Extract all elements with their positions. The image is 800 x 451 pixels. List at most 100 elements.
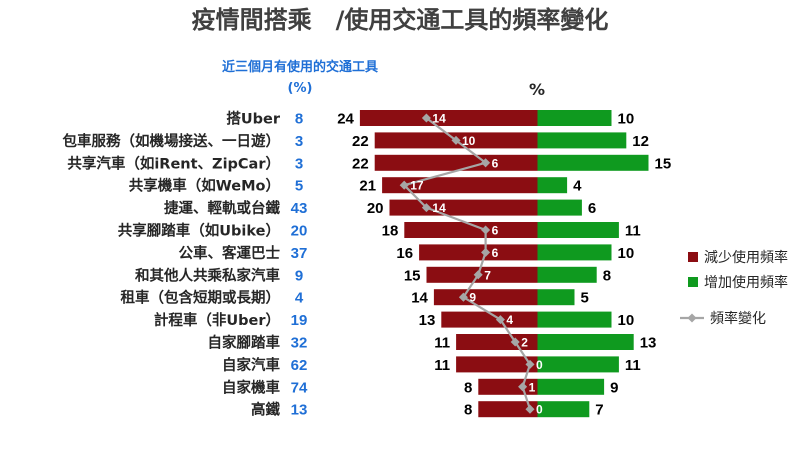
usage-value: 3 xyxy=(295,133,303,150)
chart-row: 包車服務（如機場接送、一日遊） 3 22 12 xyxy=(63,132,649,150)
usage-value: 62 xyxy=(291,357,308,374)
category-label: 共享汽車（如iRent、ZipCar） xyxy=(67,154,280,172)
bar-increase xyxy=(537,199,582,216)
change-value-label: 14 xyxy=(432,112,446,126)
bar-decrease xyxy=(456,356,538,373)
bar-increase xyxy=(537,266,597,283)
increase-value-label: 9 xyxy=(610,379,618,396)
bar-increase xyxy=(537,132,627,149)
usage-value: 74 xyxy=(291,379,308,396)
change-value-label: 2 xyxy=(521,336,528,350)
usage-value: 3 xyxy=(295,155,303,172)
chart-row: 自家腳踏車 32 11 13 xyxy=(208,334,657,352)
chart-row: 計程車（非Uber） 19 13 10 xyxy=(154,311,634,329)
bar-decrease xyxy=(478,401,538,418)
bar-decrease xyxy=(374,154,538,171)
change-series-line xyxy=(402,117,532,410)
decrease-value-label: 22 xyxy=(352,155,369,172)
usage-value: 19 xyxy=(291,312,308,329)
change-marker xyxy=(518,382,528,392)
increase-value-label: 11 xyxy=(625,357,641,374)
category-label: 計程車（非Uber） xyxy=(154,311,280,329)
legend-item: 頻率變化 xyxy=(680,310,766,327)
bar-increase xyxy=(537,177,568,194)
usage-value: 4 xyxy=(295,290,304,307)
legend-item: 減少使用頻率 xyxy=(688,249,788,266)
usage-value: 43 xyxy=(291,200,308,217)
usage-value: 8 xyxy=(295,111,303,128)
bar-decrease xyxy=(389,199,538,216)
usage-value: 32 xyxy=(291,335,308,352)
change-value-label: 0 xyxy=(536,358,543,372)
bar-decrease xyxy=(441,311,538,328)
usage-value: 20 xyxy=(291,223,308,240)
bar-decrease xyxy=(433,289,538,306)
decrease-value-label: 11 xyxy=(434,357,450,374)
chart-row: 共享腳踏車（如Ubike） 20 18 11 xyxy=(118,222,641,240)
bar-decrease xyxy=(419,244,538,261)
change-point: 0 xyxy=(525,358,543,372)
bar-increase xyxy=(537,401,590,418)
decrease-value-label: 24 xyxy=(337,111,354,128)
increase-value-label: 10 xyxy=(618,312,635,329)
chart-row: 租車（包含短期或長期） 4 14 5 xyxy=(121,289,589,307)
chart-row: 和其他人共乘私家汽車 9 15 8 xyxy=(135,266,611,284)
increase-value-label: 4 xyxy=(573,178,582,195)
category-label: 和其他人共乘私家汽車 xyxy=(135,266,280,284)
bar-increase xyxy=(537,222,619,238)
usage-value: 5 xyxy=(295,178,303,195)
category-label: 共享腳踏車（如Ubike） xyxy=(118,222,280,240)
change-point: 1 xyxy=(518,380,536,394)
change-value-label: 6 xyxy=(492,156,499,170)
legend-swatch xyxy=(688,277,698,287)
usage-value: 13 xyxy=(291,402,308,419)
bar-increase xyxy=(537,378,605,395)
change-value-label: 17 xyxy=(410,179,424,193)
change-point: 14 xyxy=(421,112,446,126)
change-value-label: 6 xyxy=(492,224,499,238)
usage-column-title: 近三個月有使用的交通工具 xyxy=(222,59,378,75)
increase-value-label: 6 xyxy=(588,200,596,217)
usage-value: 9 xyxy=(295,267,303,284)
legend-label: 增加使用頻率 xyxy=(704,274,788,291)
increase-value-label: 7 xyxy=(595,402,603,419)
bar-decrease xyxy=(404,222,538,238)
category-label: 高鐵 xyxy=(251,401,280,419)
bar-increase xyxy=(537,154,649,171)
bar-increase xyxy=(537,334,634,350)
increase-value-label: 12 xyxy=(632,133,649,150)
decrease-value-label: 16 xyxy=(396,245,413,262)
value-column-header: % xyxy=(529,80,545,99)
category-label: 自家腳踏車 xyxy=(208,334,281,352)
chart-row: 捷運、輕軌或台鐵 43 20 6 xyxy=(164,199,596,217)
legend-label: 頻率變化 xyxy=(710,310,766,327)
legend-item: 增加使用頻率 xyxy=(688,274,788,291)
legend-swatch xyxy=(688,252,698,262)
increase-value-label: 8 xyxy=(603,267,611,284)
change-point: 10 xyxy=(451,134,476,148)
category-label: 搭Uber xyxy=(226,110,280,128)
decrease-value-label: 22 xyxy=(352,133,369,150)
decrease-value-label: 13 xyxy=(419,312,436,329)
increase-value-label: 5 xyxy=(581,290,589,307)
category-label: 公車、客運巴士 xyxy=(179,244,281,262)
chart-row: 共享汽車（如iRent、ZipCar） 3 22 15 xyxy=(67,154,671,172)
decrease-value-label: 15 xyxy=(404,267,421,284)
change-point: 14 xyxy=(421,201,446,215)
change-value-label: 14 xyxy=(432,201,446,215)
change-marker xyxy=(525,359,535,369)
bar-increase xyxy=(537,110,612,126)
bar-decrease xyxy=(359,110,538,126)
bar-increase xyxy=(537,289,575,306)
increase-value-label: 10 xyxy=(618,111,635,128)
change-value-label: 1 xyxy=(529,380,536,394)
increase-value-label: 11 xyxy=(625,223,641,240)
bar-increase xyxy=(537,311,612,328)
category-label: 捷運、輕軌或台鐵 xyxy=(164,199,280,217)
change-value-label: 9 xyxy=(469,291,476,305)
change-value-label: 6 xyxy=(492,246,499,260)
category-label: 自家機車 xyxy=(222,378,280,396)
